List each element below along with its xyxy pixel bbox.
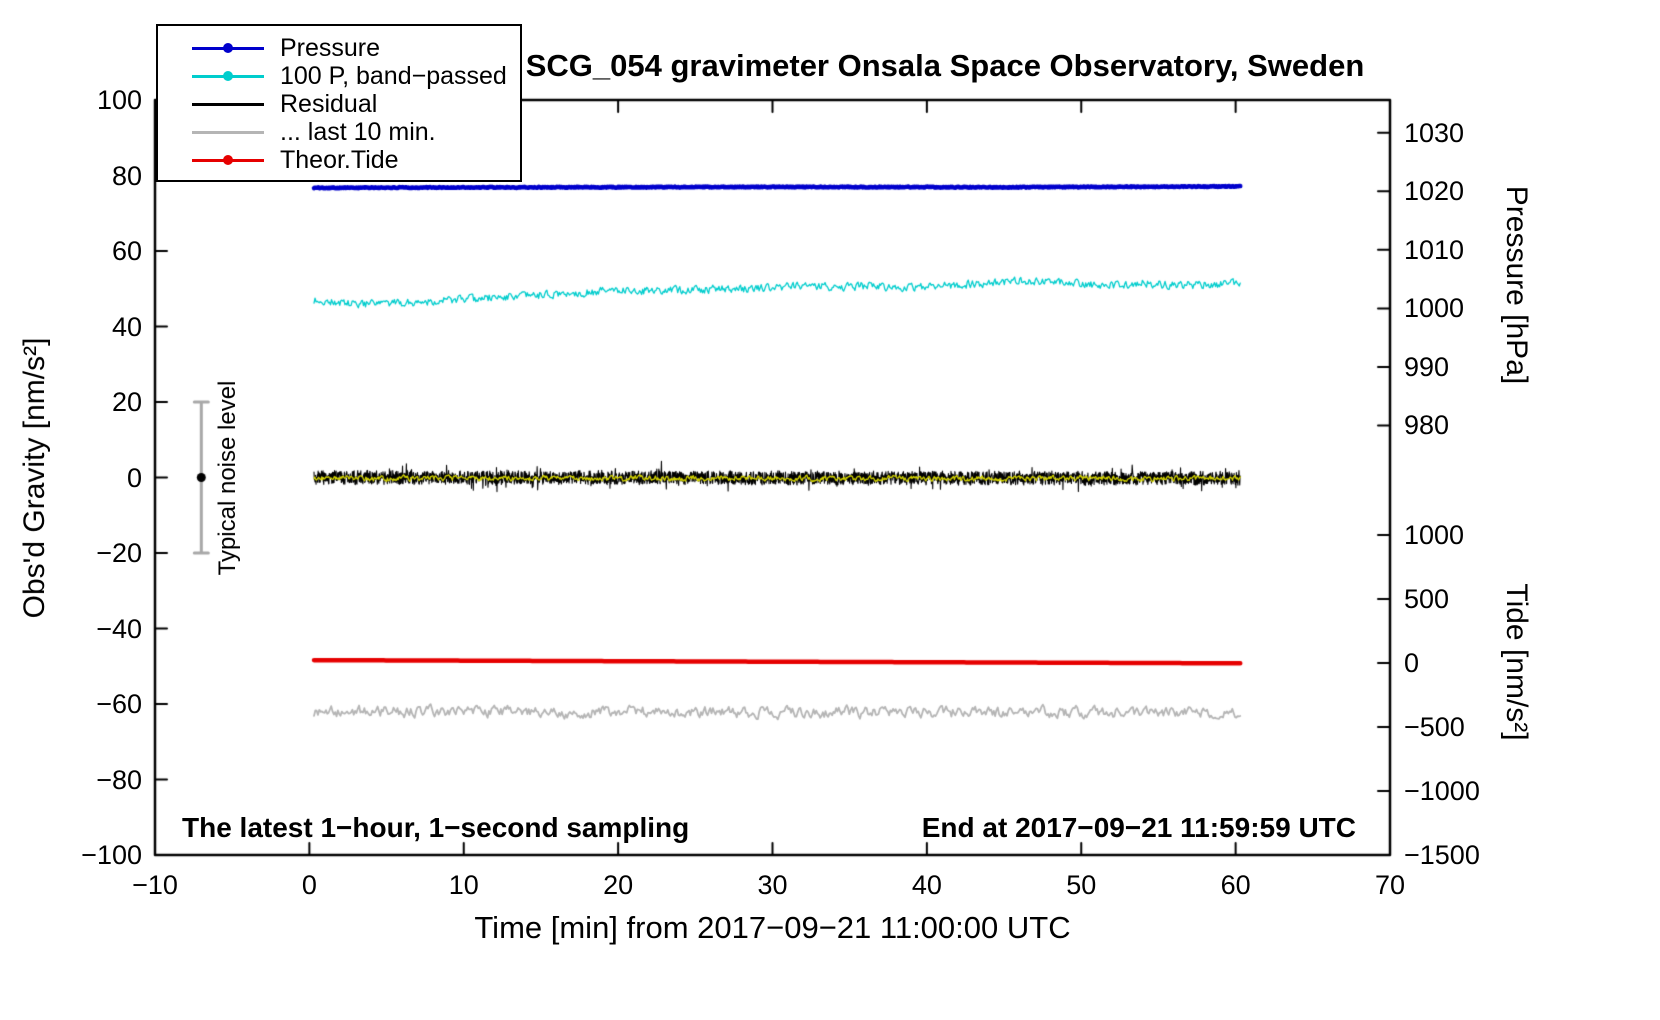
pressure-tick-label: 1020 [1404,176,1465,207]
gravity-tick-label: −40 [96,613,142,644]
y-axis-title-tide: Tide [nm/s²] [1500,583,1533,741]
legend-item-residual: Residual [158,90,520,118]
legend-line-sample [192,102,264,106]
gravity-tick-label: −80 [96,764,142,795]
x-axis-title: Time [min] from 2017−09−21 11:00:00 UTC [474,910,1071,945]
pressure-tick-label: 980 [1404,410,1450,441]
legend-item-label: Theor.Tide [280,145,399,174]
pressure-tick-label: 1010 [1404,234,1465,265]
noise-level-annotation: Typical noise level [214,380,241,576]
legend-item-label: 100 P, band−passed [280,61,507,90]
pressure-tick-label: 1000 [1404,293,1465,324]
gravity-tick-label: 40 [111,311,142,342]
gravity-tick-label: 0 [126,462,142,493]
tide-tick-label: 0 [1404,647,1420,678]
gravity-tick-label: 20 [111,387,142,417]
gravity-tick-label: −100 [81,840,142,870]
tide-tick-label: 1000 [1404,519,1465,550]
tide-tick-label: 500 [1404,583,1450,614]
legend-item-label: ... last 10 min. [280,117,436,146]
x-tick-label: 30 [757,870,788,900]
legend-line-sample [192,155,264,165]
x-tick-label: −10 [132,870,178,900]
legend-marker-dot [223,155,233,165]
legend-item-pressure: Pressure [158,34,520,62]
pressure-tick-label: 990 [1404,351,1450,382]
sampling-note: The latest 1−hour, 1−second sampling [182,812,690,843]
chart-title: SCG_054 gravimeter Onsala Space Observat… [525,48,1365,83]
pressure-tick-label: 1030 [1404,117,1465,148]
gravity-tick-label: 80 [111,160,142,191]
gravity-tick-label: −60 [96,689,142,719]
legend-line-sample [192,71,264,81]
gravity-tick-label: 100 [96,85,142,115]
x-tick-label: 70 [1374,870,1406,900]
legend-marker-dot [223,43,233,53]
gravity-tick-label: −20 [96,538,142,568]
legend-item-label: Pressure [280,33,381,62]
tide-tick-label: −1500 [1404,840,1480,870]
legend-item-theor-tide: Theor.Tide [158,146,520,174]
legend-marker-dot [223,71,233,81]
legend-item-100-p-band-passed: 100 P, band−passed [158,62,520,90]
legend-item-last-10-min: ... last 10 min. [158,118,520,146]
gravity-tick-label: 60 [111,236,142,266]
x-tick-label: 60 [1220,870,1251,900]
y-axis-title-gravity: Obs'd Gravity [nm/s²] [18,337,51,619]
tide-tick-label: −1000 [1404,775,1480,806]
x-tick-label: 40 [911,870,942,900]
x-tick-label: 10 [448,870,479,900]
x-tick-label: 0 [301,870,317,900]
x-tick-label: 50 [1066,870,1097,900]
legend-line-sample [192,130,264,134]
legend-item-label: Residual [280,89,378,118]
y-axis-title-pressure: Pressure [hPa] [1500,185,1533,385]
x-tick-label: 20 [603,870,634,900]
legend: Pressure 100 P, band−passed Residual... la… [156,24,522,182]
tide-tick-label: −500 [1404,711,1465,742]
end-time-note: End at 2017−09−21 11:59:59 UTC [921,812,1356,843]
legend-line-sample [192,43,264,53]
